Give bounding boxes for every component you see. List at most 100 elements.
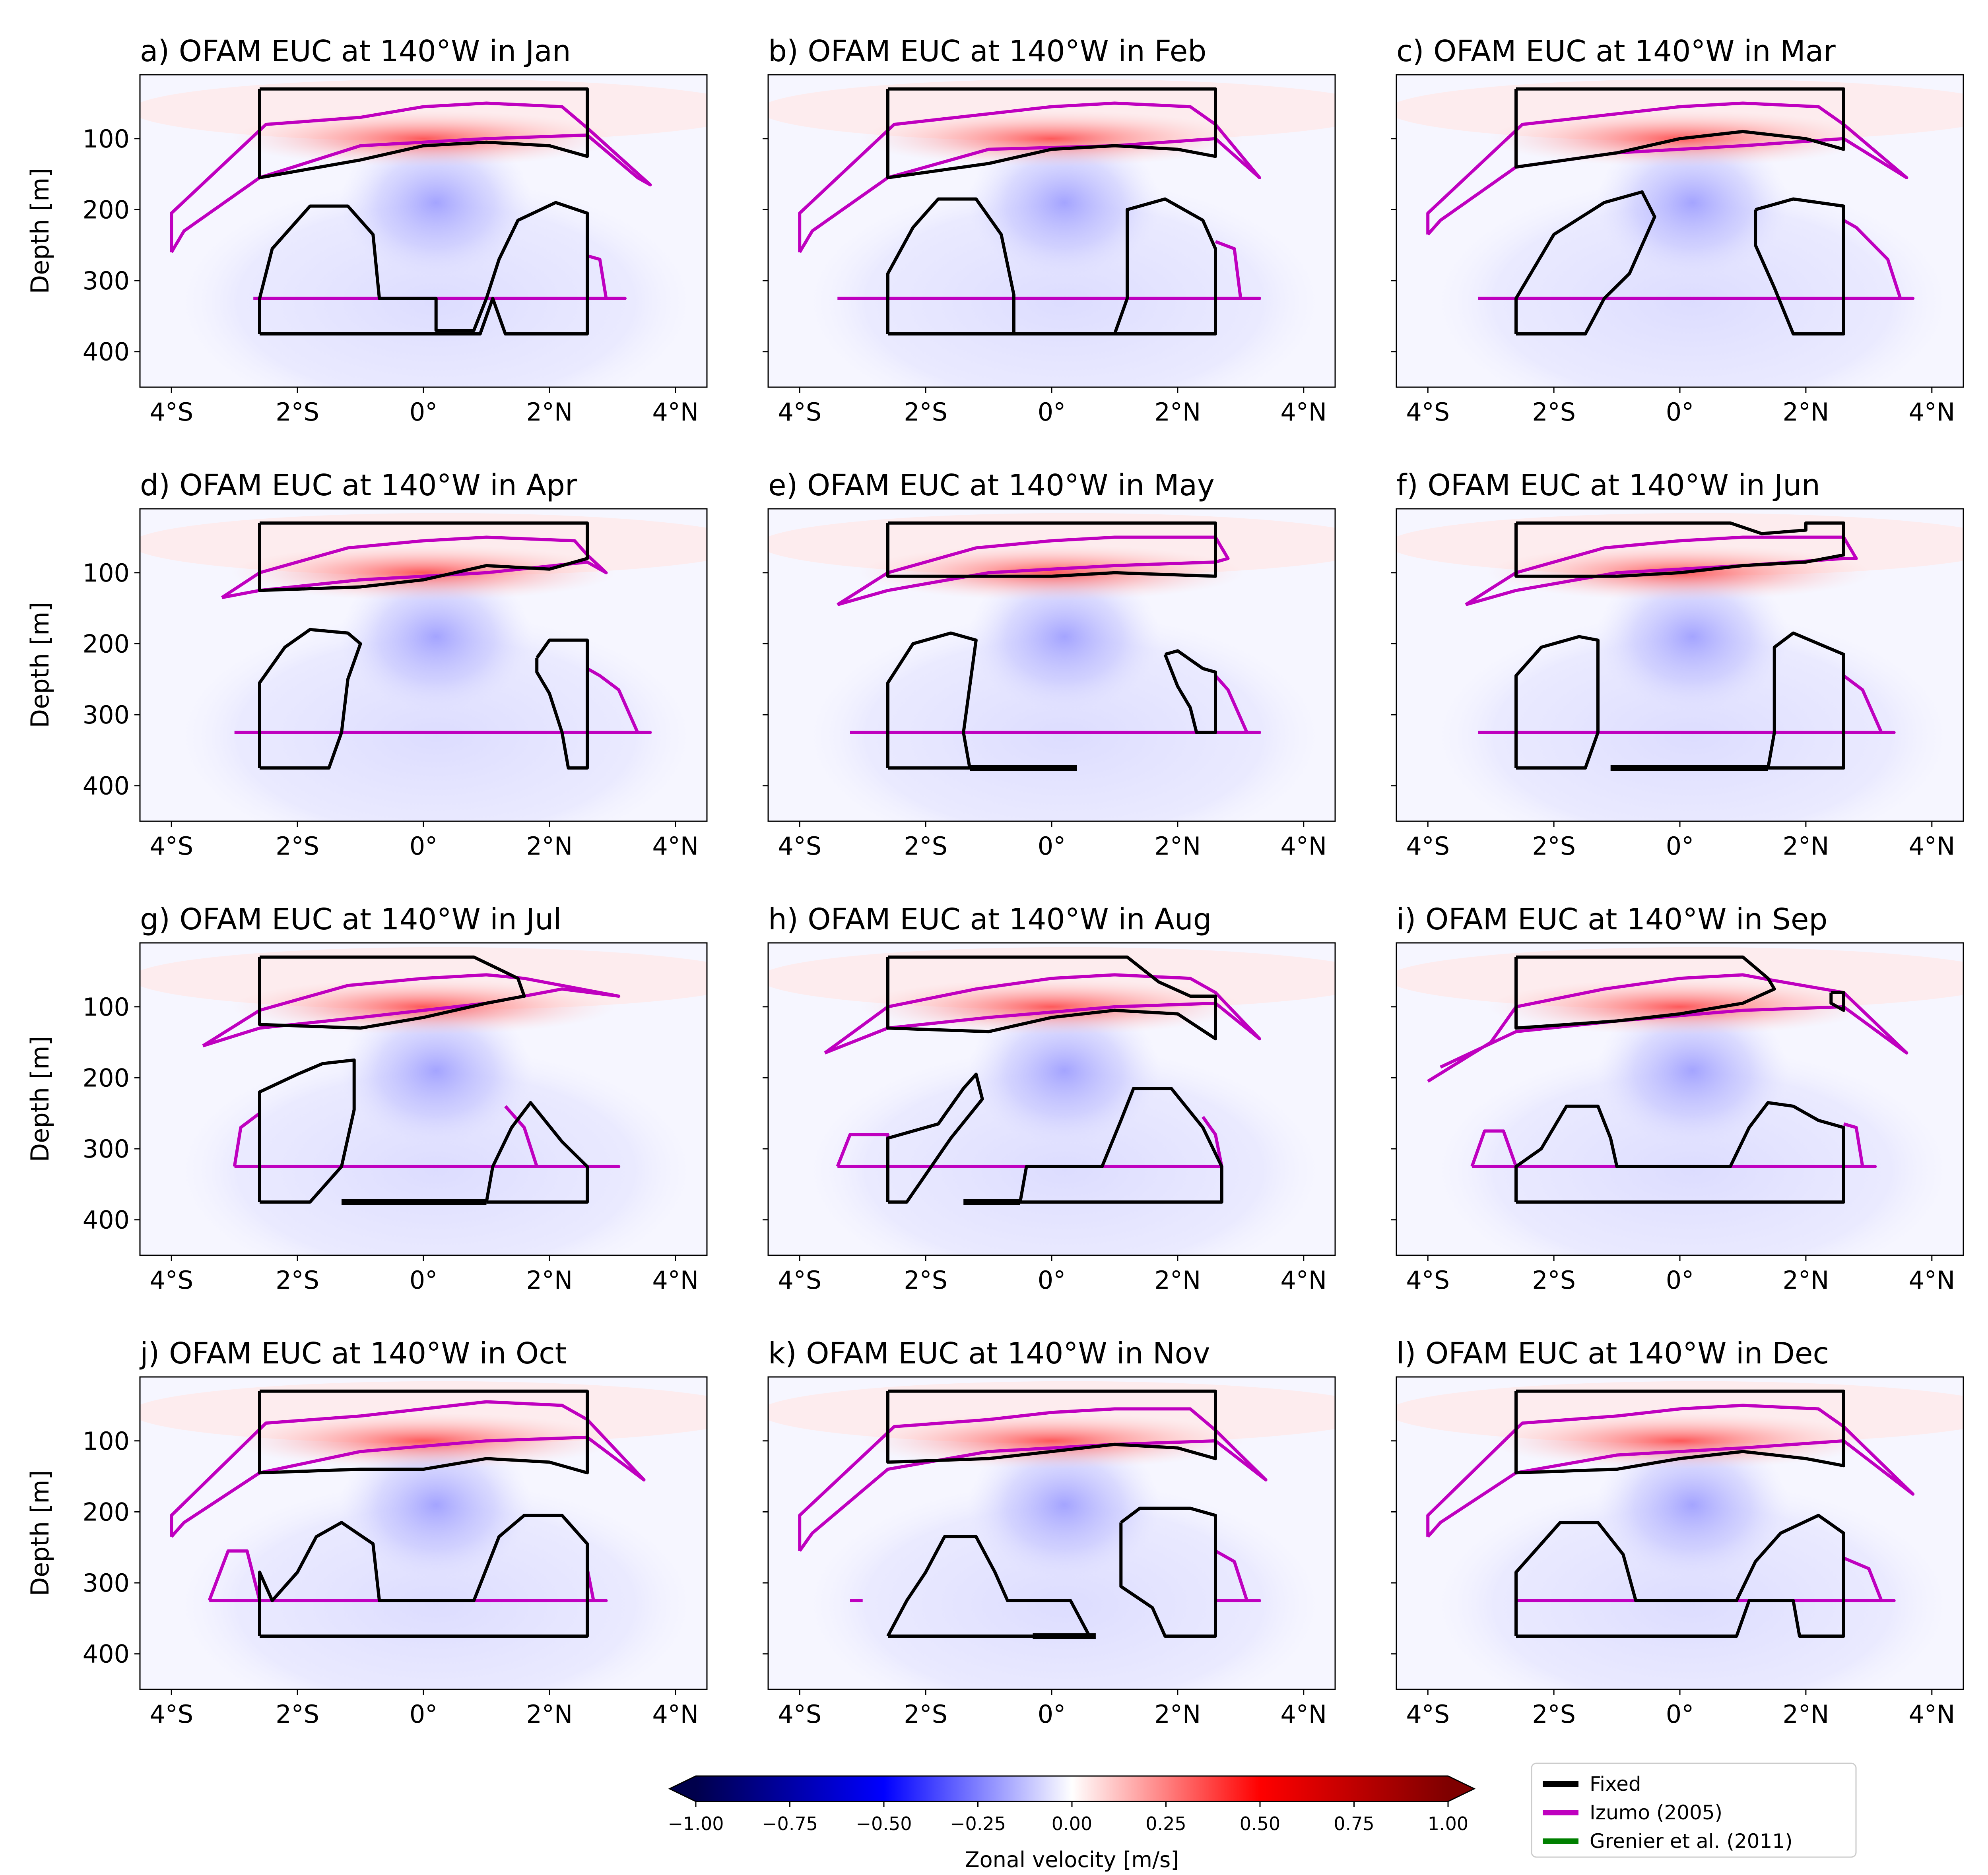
x-tick-label: 0°	[1666, 1700, 1694, 1729]
x-tick-label: 0°	[1666, 1266, 1694, 1295]
panel-title: e) OFAM EUC at 140°W in May	[768, 468, 1215, 502]
velocity-field	[1396, 509, 1963, 821]
panel: 4°S 2°S 0° 2°N 4°N b) OFAM EUC at 140°W in Fe…	[763, 34, 1336, 427]
x-tick-label: 4°S	[778, 832, 821, 861]
izumo-boundary	[202, 973, 621, 1047]
x-tick-label: 4°S	[149, 1266, 193, 1295]
legend-label: Izumo (2005)	[1590, 1801, 1722, 1824]
panel: 4°S 2°S 0° 2°N 4°N l) OFAM EUC at 140°W in De…	[1391, 1336, 1964, 1729]
panel-title: f) OFAM EUC at 140°W in Jun	[1396, 468, 1820, 502]
panel-grid: 4°S 2°S 0° 2°N 4°N 100 200 300 400 Depth [m] a) OF…	[25, 34, 1964, 1729]
x-tick-label: 4°N	[1280, 397, 1327, 427]
fixed-boundary	[886, 955, 1217, 1041]
x-tick-label: 2°N	[526, 1700, 573, 1729]
izumo-boundary	[170, 101, 652, 253]
y-axis-label: Depth [m]	[25, 1036, 54, 1162]
x-tick-label: 2°S	[276, 1700, 319, 1729]
y-tick-label: 100	[83, 124, 130, 153]
fixed-boundary	[1514, 635, 1600, 770]
x-tick-label: 4°N	[652, 397, 699, 427]
x-tick-label: 4°N	[1908, 832, 1955, 861]
velocity-field	[140, 75, 707, 387]
y-axis-label: Depth [m]	[25, 1470, 54, 1596]
legend-label: Grenier et al. (2011)	[1590, 1830, 1793, 1853]
panel-title: c) OFAM EUC at 140°W in Mar	[1396, 34, 1836, 68]
x-tick-label: 4°N	[652, 1266, 699, 1295]
velocity-field	[768, 509, 1335, 821]
y-tick-label: 300	[83, 266, 130, 295]
x-tick-label: 4°N	[1908, 397, 1955, 427]
boundary-lines	[798, 1389, 1268, 1639]
x-tick-label: 2°N	[526, 397, 573, 427]
velocity-field	[768, 1377, 1335, 1689]
panel-title: j) OFAM EUC at 140°W in Oct	[139, 1336, 567, 1371]
fixed-boundary	[258, 1058, 356, 1204]
fixed-boundary	[1514, 87, 1845, 169]
panel: 4°S 2°S 0° 2°N 4°N i) OFAM EUC at 140°W in Se…	[1391, 902, 1964, 1295]
fixed-boundary	[1514, 955, 1776, 1030]
fixed-boundary	[1754, 197, 1845, 335]
fixed-boundary	[258, 955, 526, 1030]
fixed-boundary	[258, 1389, 589, 1475]
boundary-lines	[221, 521, 652, 770]
x-tick-label: 2°S	[276, 397, 319, 427]
y-tick-label: 400	[83, 772, 130, 801]
x-tick-label: 2°S	[1532, 832, 1576, 861]
izumo-boundary	[1478, 674, 1896, 734]
x-tick-label: 0°	[1038, 397, 1066, 427]
field-euc-core	[859, 1413, 1244, 1469]
boundary-lines	[170, 87, 652, 335]
x-tick-label: 4°N	[652, 832, 699, 861]
boundary-lines	[824, 955, 1261, 1205]
panel: 4°S 2°S 0° 2°N 4°N k) OFAM EUC at 140°W in No…	[763, 1336, 1336, 1729]
colorbar-tick-label: 0.00	[1052, 1813, 1092, 1834]
panel: 4°S 2°S 0° 2°N 4°N e) OFAM EUC at 140°W in Ma…	[763, 468, 1336, 861]
fixed-boundary	[258, 201, 589, 335]
panel-title: b) OFAM EUC at 140°W in Feb	[768, 34, 1206, 68]
fixed-boundary	[1514, 1101, 1845, 1204]
fixed-boundary	[1766, 631, 1845, 770]
x-tick-label: 4°S	[149, 832, 193, 861]
x-tick-label: 0°	[410, 1266, 437, 1295]
x-tick-label: 2°S	[904, 397, 947, 427]
boundary-lines	[202, 955, 621, 1205]
velocity-field	[140, 509, 707, 821]
x-tick-label: 4°N	[1908, 1700, 1955, 1729]
y-axis-label: Depth [m]	[25, 168, 54, 294]
x-tick-label: 4°N	[1280, 1700, 1327, 1729]
x-tick-label: 2°S	[1532, 397, 1576, 427]
x-tick-label: 2°S	[904, 1700, 947, 1729]
fixed-boundary	[485, 1101, 589, 1204]
x-tick-label: 2°N	[1154, 1700, 1201, 1729]
x-tick-label: 4°N	[1280, 832, 1327, 861]
velocity-field	[1396, 75, 1963, 387]
x-tick-label: 0°	[1666, 397, 1694, 427]
x-tick-label: 0°	[1038, 1700, 1066, 1729]
x-tick-label: 4°N	[652, 1700, 699, 1729]
x-tick-label: 2°N	[1782, 1700, 1829, 1729]
colorbar-gradient	[696, 1776, 1448, 1801]
colorbar-tick-label: −0.25	[950, 1813, 1006, 1834]
panel-title: g) OFAM EUC at 140°W in Jul	[140, 902, 562, 937]
x-tick-label: 2°S	[904, 832, 947, 861]
izumo-boundary	[850, 675, 1261, 734]
fixed-boundary	[886, 1389, 1217, 1464]
field-euc-core	[231, 1413, 616, 1469]
x-tick-label: 0°	[1666, 832, 1694, 861]
x-tick-label: 2°N	[1154, 1266, 1201, 1295]
fixed-boundary	[1119, 1507, 1217, 1638]
y-tick-label: 300	[83, 1134, 130, 1163]
x-tick-label: 2°S	[276, 1266, 319, 1295]
fixed-boundary	[258, 87, 589, 179]
x-tick-label: 4°S	[1406, 397, 1450, 427]
x-tick-label: 4°S	[778, 397, 821, 427]
izumo-boundary	[208, 1549, 261, 1602]
legend-box	[1531, 1763, 1857, 1858]
boundary-lines	[1465, 521, 1896, 771]
izumo-boundary	[824, 973, 1261, 1055]
x-tick-label: 0°	[410, 1700, 437, 1729]
colorbar-ticks: −1.00 −0.75 −0.50 −0.25 0.00 0.25 0.50 0.75 1.00	[668, 1801, 1468, 1834]
x-tick-label: 2°N	[1782, 1266, 1829, 1295]
x-tick-label: 2°S	[1532, 1266, 1576, 1295]
